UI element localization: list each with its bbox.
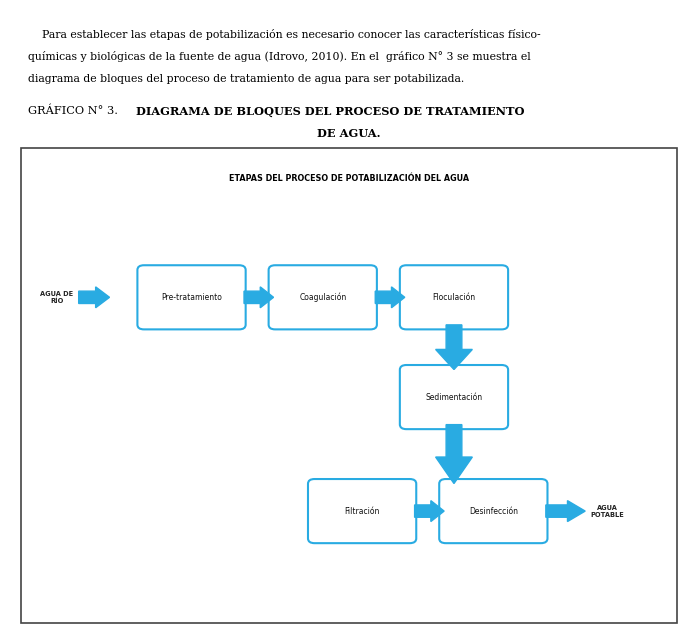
Text: AGUA
POTABLE: AGUA POTABLE [591, 505, 624, 517]
Polygon shape [376, 287, 405, 308]
Text: Pre-tratamiento: Pre-tratamiento [161, 293, 222, 302]
Text: Coagulación: Coagulación [299, 293, 346, 302]
Polygon shape [436, 325, 473, 370]
Text: Desinfección: Desinfección [469, 507, 518, 516]
Polygon shape [436, 424, 473, 483]
FancyBboxPatch shape [21, 148, 677, 623]
Text: Para establecer las etapas de potabilización es necesario conocer las caracterís: Para establecer las etapas de potabiliza… [28, 29, 540, 40]
Polygon shape [79, 287, 110, 308]
Text: Sedimentación: Sedimentación [425, 392, 482, 402]
FancyBboxPatch shape [138, 265, 246, 329]
Text: GRÁFICO N° 3.: GRÁFICO N° 3. [28, 106, 125, 116]
Text: Filtración: Filtración [344, 507, 380, 516]
Text: Floculación: Floculación [433, 293, 475, 302]
Polygon shape [244, 287, 274, 308]
FancyBboxPatch shape [439, 479, 547, 543]
FancyBboxPatch shape [400, 265, 508, 329]
Text: AGUA DE
RÍO: AGUA DE RÍO [40, 291, 73, 304]
Text: ETAPAS DEL PROCESO DE POTABILIZACIÓN DEL AGUA: ETAPAS DEL PROCESO DE POTABILIZACIÓN DEL… [229, 174, 469, 183]
FancyBboxPatch shape [269, 265, 377, 329]
Text: DE AGUA.: DE AGUA. [318, 128, 380, 139]
Polygon shape [415, 501, 444, 521]
Polygon shape [546, 501, 585, 521]
Text: diagrama de bloques del proceso de tratamiento de agua para ser potabilizada.: diagrama de bloques del proceso de trata… [28, 74, 464, 84]
FancyBboxPatch shape [400, 365, 508, 429]
Text: DIAGRAMA DE BLOQUES DEL PROCESO DE TRATAMIENTO: DIAGRAMA DE BLOQUES DEL PROCESO DE TRATA… [136, 106, 525, 117]
Text: químicas y biológicas de la fuente de agua (Idrovo, 2010). En el  gráfico N° 3 s: químicas y biológicas de la fuente de ag… [28, 51, 530, 62]
FancyBboxPatch shape [308, 479, 416, 543]
